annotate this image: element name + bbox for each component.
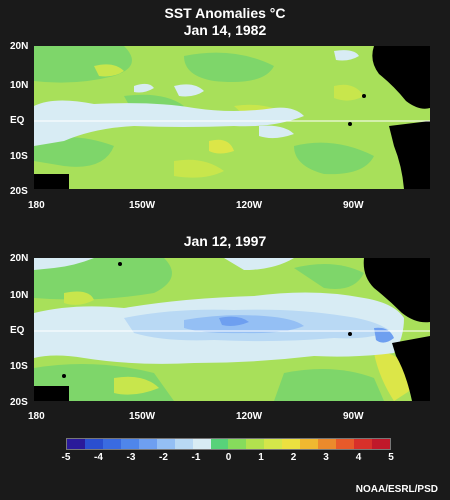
colorbar-tick-label: -3: [126, 452, 136, 463]
panel2-date: Jan 12, 1997: [183, 233, 267, 249]
figure-title: SST Anomalies °C: [164, 5, 286, 21]
colorbar-tick-label: 2: [290, 452, 297, 463]
panel1-date: Jan 14, 1982: [183, 22, 267, 38]
colorbar: [66, 438, 391, 450]
colorbar-tick-label: -4: [94, 452, 103, 463]
p1-lat-eq: EQ: [10, 115, 25, 126]
colorbar-tick-label: -5: [61, 452, 71, 463]
colorbar-tick-label: 5: [388, 452, 394, 463]
colorbar-swatch: [210, 439, 229, 449]
colorbar-tick-label: 4: [355, 452, 362, 463]
p1-lat-20n: 20N: [10, 41, 29, 52]
p1-lat-10n: 10N: [10, 80, 29, 91]
colorbar-swatch: [354, 439, 372, 449]
colorbar-swatch: [138, 439, 157, 449]
colorbar-swatch: [102, 439, 121, 449]
p2-lat-10s: 10S: [10, 361, 28, 372]
p2-lat-10n: 10N: [10, 290, 29, 301]
p1-lat-20s: 20S: [10, 186, 28, 197]
colorbar-swatch: [67, 439, 85, 449]
p2-lon-90w: 90W: [343, 411, 364, 422]
colorbar-swatch: [156, 439, 175, 449]
colorbar-swatch: [371, 439, 390, 449]
colorbar-swatch: [84, 439, 103, 449]
colorbar-swatch: [120, 439, 139, 449]
colorbar-swatch: [246, 439, 265, 449]
p2-lon-180: 180: [28, 411, 45, 422]
p1-lon-180: 180: [28, 200, 45, 211]
colorbar-swatch: [300, 439, 319, 449]
p1-lat-10s: 10S: [10, 151, 28, 162]
p2-lat-20n: 20N: [10, 253, 29, 264]
p2-lat-20s: 20S: [10, 397, 28, 408]
colorbar-swatch: [282, 439, 301, 449]
colorbar-tick-label: -1: [191, 452, 201, 463]
colorbar-tick-label: 1: [258, 452, 264, 463]
p2-lat-eq: EQ: [10, 325, 25, 336]
p1-lon-90w: 90W: [343, 200, 364, 211]
colorbar-tick-label: 3: [323, 452, 329, 463]
colorbar-swatch: [192, 439, 211, 449]
colorbar-tick-label: -2: [159, 452, 168, 463]
p2-lon-120w: 120W: [236, 411, 263, 422]
p1-lon-120w: 120W: [236, 200, 263, 211]
p2-lon-150w: 150W: [129, 411, 156, 422]
colorbar-swatch: [336, 439, 354, 449]
colorbar-swatch: [228, 439, 247, 449]
colorbar-tick-label: 0: [225, 452, 232, 463]
credit-text: NOAA/ESRL/PSD: [355, 484, 438, 495]
colorbar-swatch: [318, 439, 337, 449]
colorbar-swatch: [264, 439, 283, 449]
sst-map-1982: [34, 46, 430, 189]
colorbar-swatch: [174, 439, 193, 449]
p1-lon-150w: 150W: [129, 200, 156, 211]
sst-map-1997: [34, 258, 430, 401]
